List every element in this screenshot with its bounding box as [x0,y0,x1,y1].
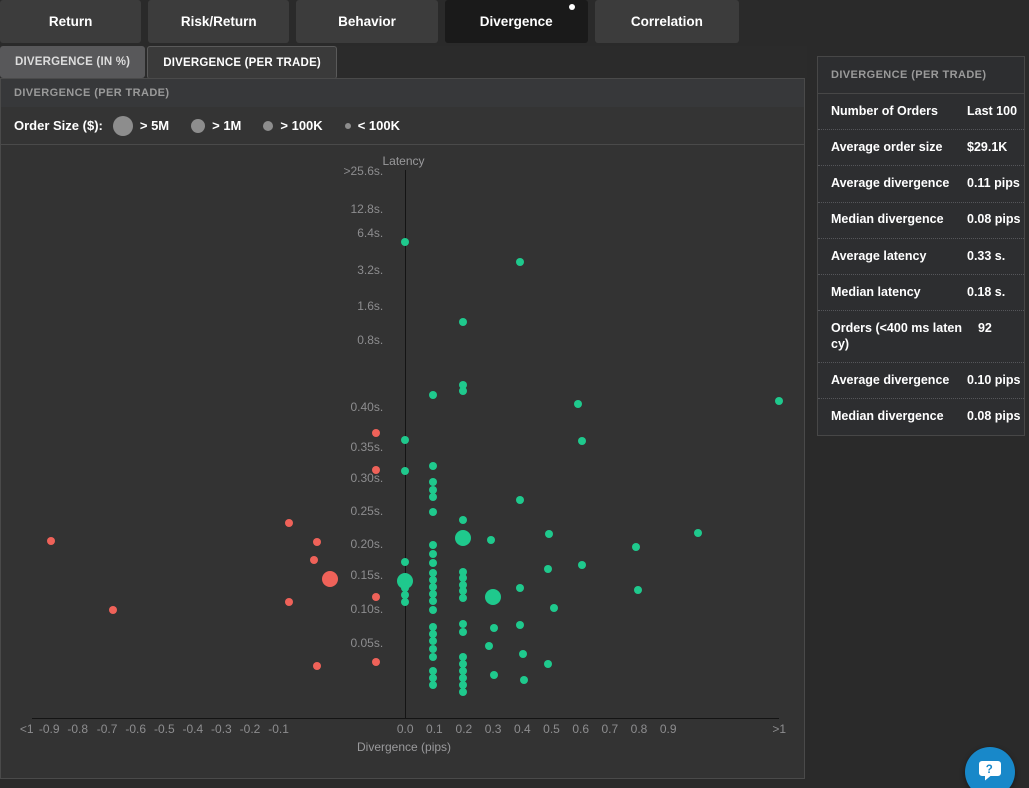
svg-text:?: ? [986,764,993,776]
